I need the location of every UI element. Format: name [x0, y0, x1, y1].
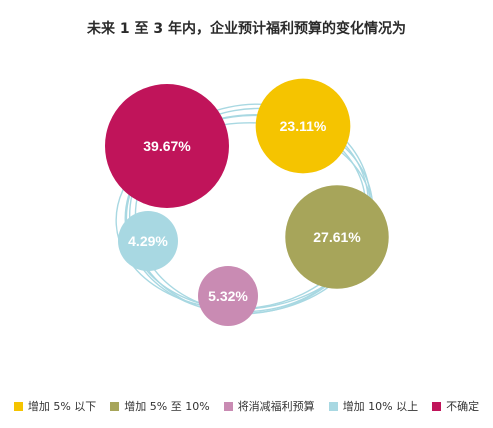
bubble-2: 27.61%: [285, 185, 389, 289]
legend-label: 增加 5% 至 10%: [124, 400, 210, 413]
legend-item: 增加 5% 以下: [13, 398, 97, 414]
legend-swatch: [328, 401, 338, 411]
bubble-circle: [255, 78, 351, 174]
legend-label: 增加 10% 以上: [342, 400, 419, 413]
bubble-circle: [198, 266, 258, 326]
legend-swatch: [223, 401, 233, 411]
legend-label: 不确定: [446, 400, 480, 413]
bubble-circle: [105, 84, 229, 208]
legend-swatch: [110, 401, 120, 411]
legend-item: 不确定: [432, 398, 479, 414]
bubble-4: 4.29%: [118, 211, 178, 271]
bubble-data-label: 23.11%: [280, 118, 327, 134]
bubble-1: 23.11%: [255, 78, 351, 174]
legend-item: 将消减福利预算: [223, 398, 315, 414]
bubble-data-label: 27.61%: [313, 229, 361, 245]
bubble-circle: [285, 185, 389, 289]
chart-title: 未来 1 至 3 年内，企业预计福利预算的变化情况为: [87, 21, 406, 37]
chart-legend: 增加 5% 以下 增加 5% 至 10% 将消减福利预算 增加 10% 以上 不确定: [0, 398, 493, 414]
bubble-circle: [118, 211, 178, 271]
legend-swatch: [13, 401, 23, 411]
bubble-data-label: 5.32%: [208, 288, 248, 304]
legend-item: 增加 5% 至 10%: [110, 398, 210, 414]
bubble-data-label: 39.67%: [143, 138, 191, 154]
legend-swatch: [432, 401, 442, 411]
bubble-data-label: 4.29%: [128, 233, 168, 249]
legend-label: 增加 5% 以下: [27, 400, 97, 413]
bubble-3: 5.32%: [198, 266, 258, 326]
bubble-0: 39.67%: [105, 84, 229, 208]
legend-item: 增加 10% 以上: [328, 398, 419, 414]
legend-label: 将消减福利预算: [237, 400, 315, 413]
